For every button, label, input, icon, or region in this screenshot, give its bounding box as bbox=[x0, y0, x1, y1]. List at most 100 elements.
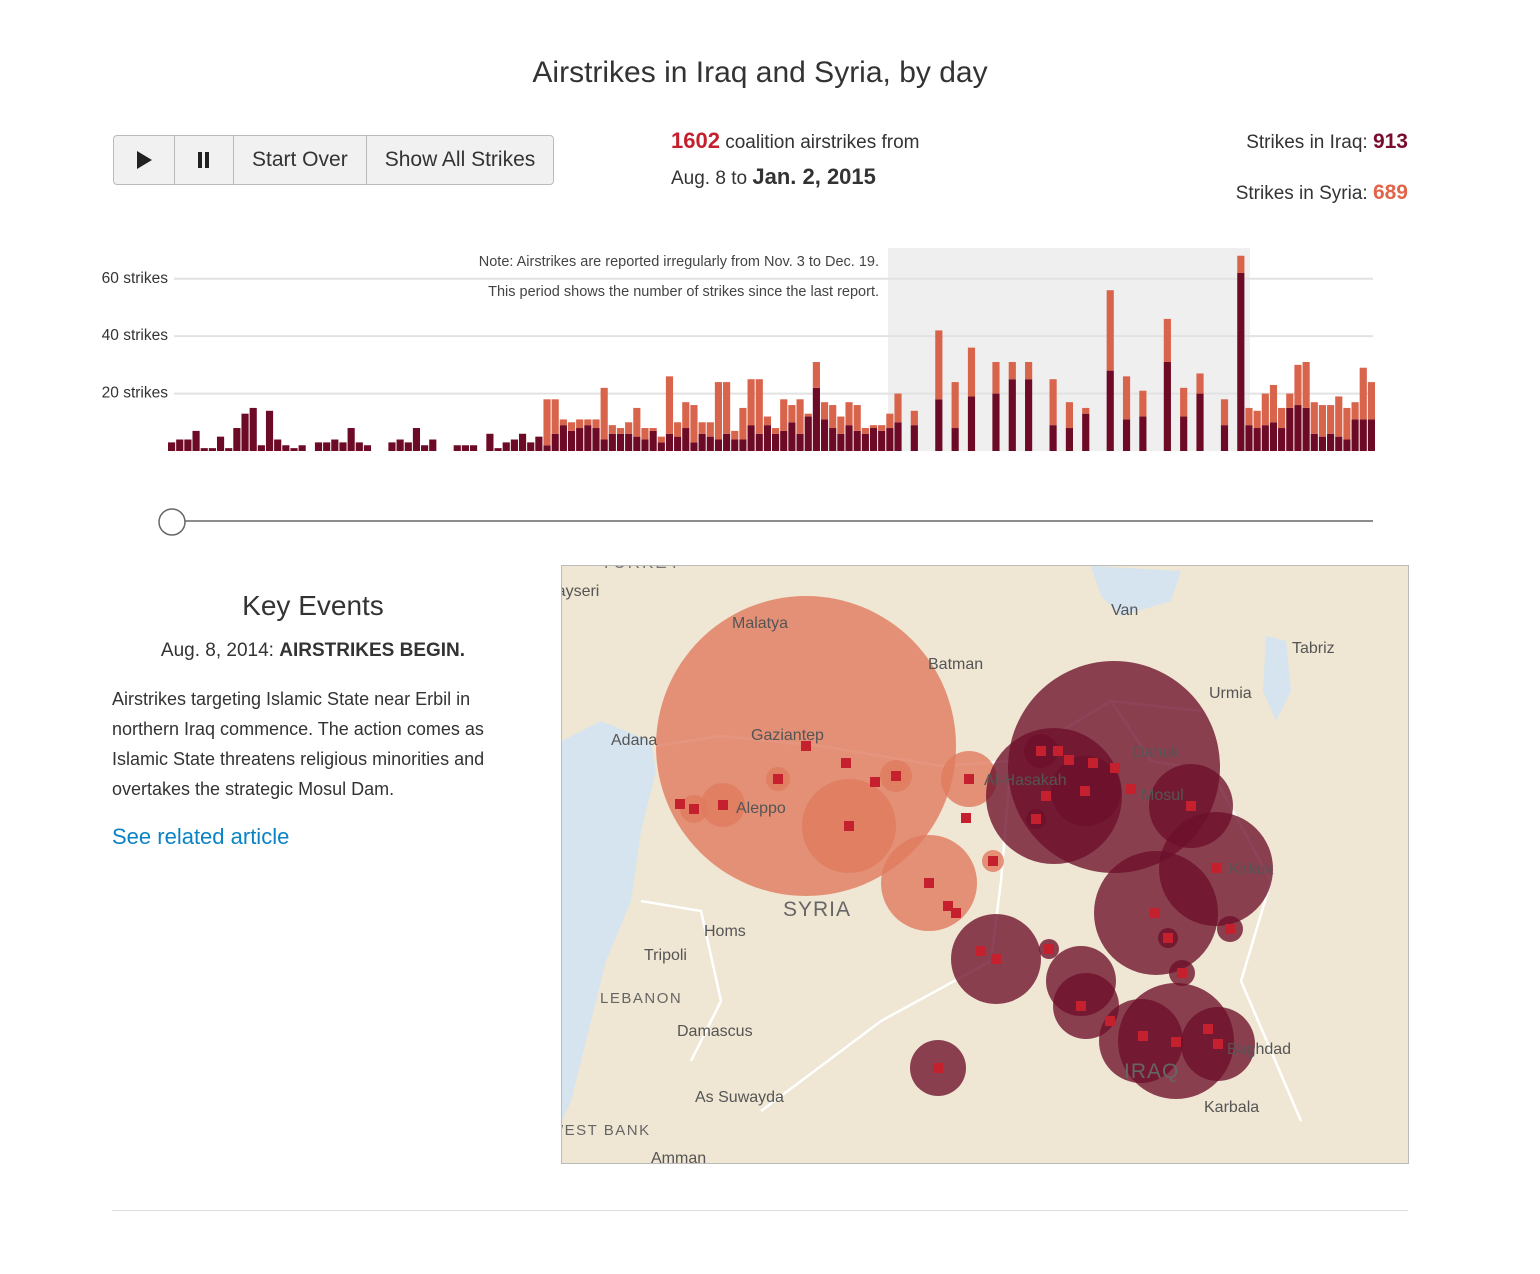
bar-segment bbox=[1049, 379, 1057, 426]
bar-segment bbox=[853, 405, 861, 431]
bar-segment bbox=[935, 399, 943, 451]
start-over-button[interactable]: Start Over bbox=[234, 136, 367, 184]
bar-segment bbox=[674, 422, 682, 437]
show-all-button[interactable]: Show All Strikes bbox=[384, 148, 536, 171]
bar-segment bbox=[812, 361, 820, 388]
bar-segment bbox=[347, 428, 355, 451]
bar-segment bbox=[1180, 387, 1188, 417]
bar-segment bbox=[1065, 428, 1073, 451]
bar-segment bbox=[1106, 290, 1114, 371]
bar-segment bbox=[829, 428, 837, 451]
bar-segment bbox=[1008, 361, 1016, 380]
bar-segment bbox=[1163, 318, 1171, 362]
bar-segment bbox=[1025, 361, 1033, 380]
range-start: Aug. 8 to bbox=[671, 168, 748, 189]
bar-segment bbox=[747, 425, 755, 451]
bar-segment bbox=[739, 439, 747, 451]
bar-segment bbox=[837, 416, 845, 434]
bar-segment bbox=[1335, 396, 1343, 437]
bar-segment bbox=[967, 396, 976, 451]
bar-segment bbox=[208, 448, 216, 451]
bar-segment bbox=[559, 425, 567, 451]
bar-segment bbox=[682, 402, 690, 429]
bar-segment bbox=[657, 436, 665, 443]
city-label: Aleppo bbox=[736, 800, 786, 817]
bar-segment bbox=[665, 433, 674, 451]
bar-segment bbox=[633, 436, 641, 451]
city-label: As Suwayda bbox=[695, 1089, 784, 1106]
bar-segment bbox=[1278, 407, 1286, 429]
related-link[interactable]: See related article bbox=[112, 824, 290, 849]
pause-button[interactable] bbox=[175, 136, 234, 184]
strike-points bbox=[675, 741, 1235, 1073]
bar-segment bbox=[233, 428, 241, 451]
bar-segment bbox=[967, 347, 976, 397]
country-label: IRAQ bbox=[1124, 1060, 1179, 1083]
bar-segment bbox=[225, 448, 233, 451]
bar-segment bbox=[551, 433, 559, 451]
divider bbox=[112, 1210, 1408, 1211]
bar-chart: Note: Airstrikes are reported irregularl… bbox=[102, 248, 1375, 536]
bar-segment bbox=[1106, 370, 1114, 451]
bar-segment bbox=[845, 402, 853, 426]
bar-segment bbox=[404, 442, 412, 451]
city-label: Kayseri bbox=[561, 583, 599, 600]
sea bbox=[562, 721, 656, 1121]
bar-segment bbox=[1310, 433, 1318, 451]
bar-segment bbox=[543, 399, 551, 446]
note-line: Note: Airstrikes are reported irregularl… bbox=[479, 254, 879, 270]
pause-icon bbox=[198, 152, 209, 168]
bar-segment bbox=[1122, 419, 1131, 451]
event-date: Aug. 8, 2014: bbox=[160, 640, 274, 661]
key-events: Key Events Aug. 8, 2014: AIRSTRIKES BEGI… bbox=[112, 590, 522, 850]
bar-segment bbox=[257, 445, 265, 451]
bar-segment bbox=[453, 445, 461, 451]
bar-segment bbox=[1220, 425, 1229, 451]
syria-label: Strikes in Syria: bbox=[1235, 183, 1368, 204]
bar-segment bbox=[608, 425, 616, 434]
bar-segment bbox=[339, 442, 347, 451]
bar-segment bbox=[518, 433, 527, 451]
bar-segment bbox=[298, 445, 306, 451]
note-line: This period shows the number of strikes … bbox=[488, 284, 879, 300]
bar-segment bbox=[1302, 361, 1310, 408]
bar-segment bbox=[633, 407, 641, 437]
country-label: WEST BANK bbox=[561, 1122, 651, 1139]
slider-handle[interactable] bbox=[158, 508, 186, 536]
bar-segment bbox=[804, 413, 812, 417]
bar-segment bbox=[714, 439, 723, 451]
play-button[interactable] bbox=[114, 136, 175, 184]
bar-segment bbox=[829, 405, 837, 429]
iraq-count: 913 bbox=[1372, 130, 1408, 153]
bar-segment bbox=[1278, 428, 1286, 451]
bar-segment bbox=[184, 439, 192, 451]
bar-segment bbox=[608, 433, 616, 451]
bar-segment bbox=[1253, 428, 1261, 451]
bar-segment bbox=[1269, 384, 1278, 423]
bar-segment bbox=[592, 419, 600, 429]
bar-segment bbox=[1351, 402, 1359, 420]
lake-van bbox=[1091, 566, 1181, 616]
bars bbox=[168, 255, 1375, 451]
bar-segment bbox=[429, 439, 437, 451]
bar-segment bbox=[1245, 425, 1253, 451]
bar-segment bbox=[1237, 255, 1245, 273]
bar-segment bbox=[690, 442, 698, 451]
syria-count: 689 bbox=[1372, 181, 1408, 204]
bar-segment bbox=[951, 382, 959, 429]
bar-segment bbox=[559, 419, 567, 426]
event-title: Aug. 8, 2014: AIRSTRIKES BEGIN. bbox=[112, 640, 514, 662]
city-label: Tripoli bbox=[644, 947, 687, 964]
bar-segment bbox=[951, 428, 959, 451]
bar-segment bbox=[910, 410, 918, 426]
events-heading: Key Events bbox=[242, 590, 384, 621]
bar-segment bbox=[616, 428, 625, 434]
bar-segment bbox=[1261, 393, 1269, 426]
bar-segment bbox=[1359, 367, 1367, 420]
bar-segment bbox=[1082, 413, 1090, 451]
bar-segment bbox=[674, 436, 682, 451]
bar-segment bbox=[625, 422, 633, 434]
bar-segment bbox=[314, 442, 323, 451]
bar-segment bbox=[739, 407, 747, 440]
city-label: Dahuk bbox=[1133, 744, 1180, 761]
